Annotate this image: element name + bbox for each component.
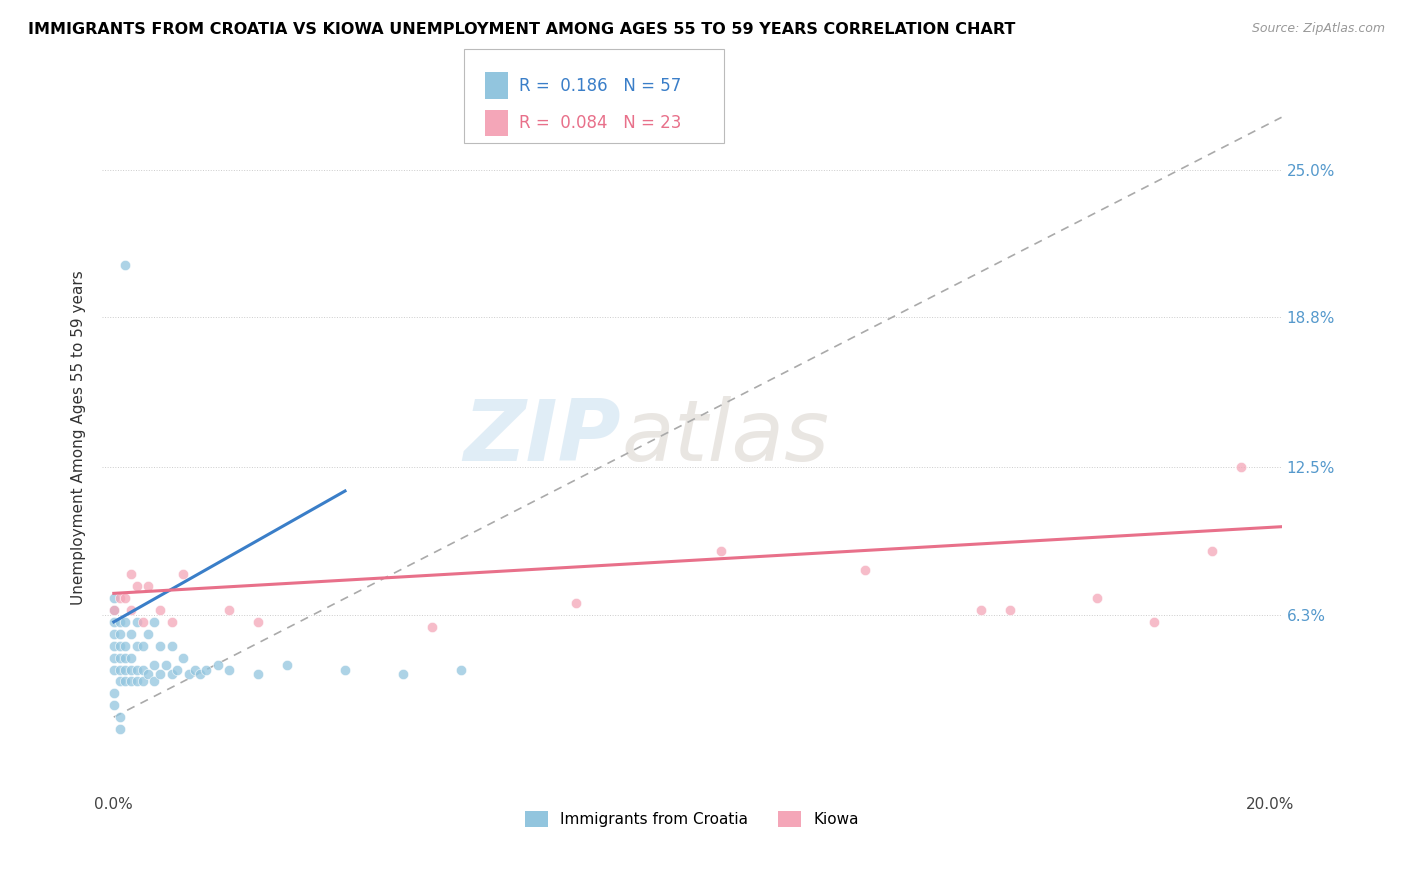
Text: IMMIGRANTS FROM CROATIA VS KIOWA UNEMPLOYMENT AMONG AGES 55 TO 59 YEARS CORRELAT: IMMIGRANTS FROM CROATIA VS KIOWA UNEMPLO…	[28, 22, 1015, 37]
Point	[1143, 615, 1166, 629]
Point	[138, 579, 160, 593]
Point	[120, 627, 142, 641]
Point	[108, 639, 131, 653]
Point	[710, 543, 733, 558]
Point	[333, 663, 356, 677]
Point	[120, 663, 142, 677]
Point	[125, 674, 148, 689]
Point	[120, 603, 142, 617]
Point	[143, 657, 166, 672]
Point	[108, 591, 131, 606]
Point	[247, 667, 270, 681]
Y-axis label: Unemployment Among Ages 55 to 59 years: Unemployment Among Ages 55 to 59 years	[72, 270, 86, 605]
Point	[149, 603, 172, 617]
Point	[565, 596, 588, 610]
Point	[218, 663, 240, 677]
Point	[114, 639, 136, 653]
Point	[177, 667, 200, 681]
Point	[114, 591, 136, 606]
Point	[131, 615, 153, 629]
Point	[1201, 543, 1223, 558]
Point	[1085, 591, 1108, 606]
Point	[420, 620, 443, 634]
Point	[103, 650, 125, 665]
Point	[160, 667, 183, 681]
Point	[131, 674, 153, 689]
Point	[138, 667, 160, 681]
Point	[149, 667, 172, 681]
Point	[120, 674, 142, 689]
Point	[108, 722, 131, 736]
Point	[195, 663, 218, 677]
Point	[172, 567, 194, 582]
Point	[131, 663, 153, 677]
Point	[125, 663, 148, 677]
Point	[120, 567, 142, 582]
Text: Source: ZipAtlas.com: Source: ZipAtlas.com	[1251, 22, 1385, 36]
Point	[125, 639, 148, 653]
Point	[103, 663, 125, 677]
Point	[103, 603, 125, 617]
Text: R =  0.084   N = 23: R = 0.084 N = 23	[519, 114, 681, 132]
Point	[103, 686, 125, 700]
Point	[138, 627, 160, 641]
Point	[392, 667, 415, 681]
Point	[103, 615, 125, 629]
Point	[160, 615, 183, 629]
Point	[114, 663, 136, 677]
Point	[131, 639, 153, 653]
Point	[450, 663, 472, 677]
Point	[108, 615, 131, 629]
Point	[998, 603, 1021, 617]
Point	[114, 258, 136, 272]
Point	[108, 663, 131, 677]
Point	[1230, 460, 1253, 475]
Point	[143, 615, 166, 629]
Point	[120, 650, 142, 665]
Point	[143, 674, 166, 689]
Text: ZIP: ZIP	[464, 396, 621, 479]
Point	[103, 639, 125, 653]
Point	[103, 627, 125, 641]
Point	[114, 615, 136, 629]
Point	[247, 615, 270, 629]
Point	[853, 563, 876, 577]
Point	[108, 710, 131, 724]
Point	[276, 657, 298, 672]
Point	[103, 603, 125, 617]
Point	[190, 667, 212, 681]
Point	[166, 663, 188, 677]
Legend: Immigrants from Croatia, Kiowa: Immigrants from Croatia, Kiowa	[519, 805, 865, 833]
Point	[125, 615, 148, 629]
Point	[125, 579, 148, 593]
Point	[218, 603, 240, 617]
Point	[172, 650, 194, 665]
Point	[108, 627, 131, 641]
Point	[207, 657, 229, 672]
Point	[160, 639, 183, 653]
Point	[155, 657, 177, 672]
Point	[103, 698, 125, 713]
Point	[108, 650, 131, 665]
Point	[114, 650, 136, 665]
Point	[114, 674, 136, 689]
Text: atlas: atlas	[621, 396, 830, 479]
Point	[183, 663, 205, 677]
Point	[108, 674, 131, 689]
Point	[149, 639, 172, 653]
Point	[970, 603, 993, 617]
Point	[103, 591, 125, 606]
Text: R =  0.186   N = 57: R = 0.186 N = 57	[519, 77, 681, 95]
